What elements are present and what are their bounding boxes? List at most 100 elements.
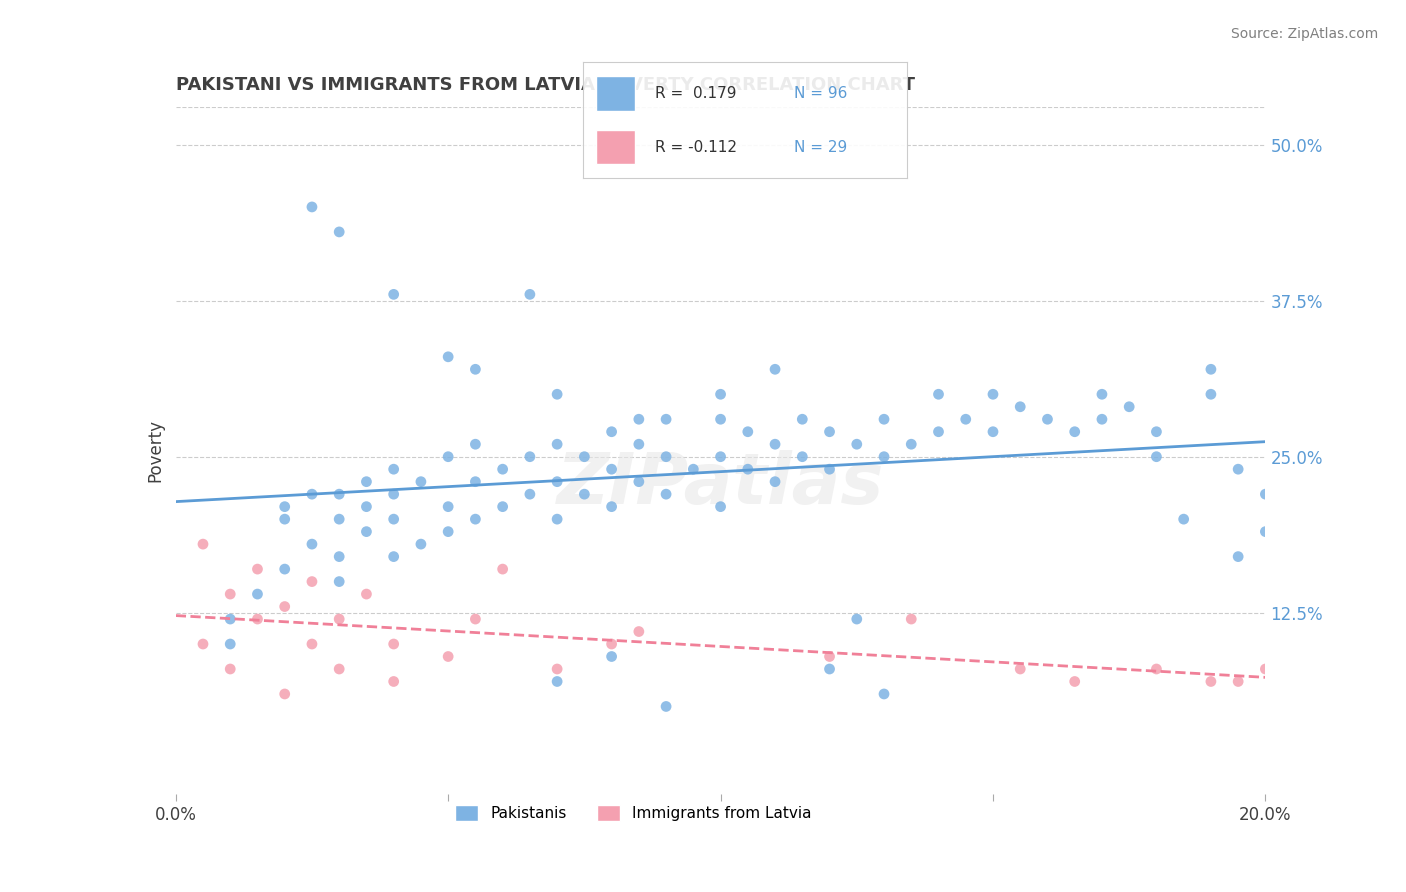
Point	[1118, 400, 1140, 414]
Point	[600, 462, 623, 476]
Point	[1254, 524, 1277, 539]
Point	[464, 475, 486, 489]
Point	[246, 562, 269, 576]
Point	[1063, 425, 1085, 439]
Point	[1199, 362, 1222, 376]
Text: Source: ZipAtlas.com: Source: ZipAtlas.com	[1230, 27, 1378, 41]
Point	[219, 637, 242, 651]
Point	[873, 687, 896, 701]
Point	[382, 512, 405, 526]
Point	[655, 487, 678, 501]
Point	[1091, 412, 1114, 426]
Point	[356, 587, 378, 601]
Point	[437, 649, 460, 664]
Point	[1227, 674, 1250, 689]
Point	[1199, 674, 1222, 689]
Point	[900, 612, 922, 626]
Point	[382, 287, 405, 301]
Point	[627, 437, 650, 451]
Point	[710, 387, 733, 401]
Point	[818, 662, 841, 676]
Point	[1173, 512, 1195, 526]
Point	[437, 524, 460, 539]
Point	[437, 500, 460, 514]
Point	[464, 512, 486, 526]
FancyBboxPatch shape	[596, 77, 636, 112]
Point	[955, 412, 977, 426]
Point	[274, 500, 297, 514]
Point	[981, 425, 1004, 439]
Point	[382, 462, 405, 476]
Point	[464, 437, 486, 451]
Point	[519, 450, 541, 464]
Point	[492, 562, 515, 576]
Point	[763, 437, 786, 451]
Point	[655, 450, 678, 464]
Point	[219, 662, 242, 676]
Point	[328, 612, 350, 626]
Point	[328, 549, 350, 564]
Point	[737, 462, 759, 476]
Point	[1144, 425, 1167, 439]
Point	[655, 699, 678, 714]
Point	[301, 537, 323, 551]
Point	[627, 624, 650, 639]
Point	[818, 425, 841, 439]
Point	[356, 500, 378, 514]
Text: N = 96: N = 96	[793, 87, 846, 102]
Point	[409, 537, 432, 551]
Point	[818, 462, 841, 476]
FancyBboxPatch shape	[596, 129, 636, 164]
Point	[682, 462, 704, 476]
Point	[873, 450, 896, 464]
Point	[274, 599, 297, 614]
Point	[900, 437, 922, 451]
Point	[437, 450, 460, 464]
Point	[246, 612, 269, 626]
Point	[792, 450, 814, 464]
Point	[492, 500, 515, 514]
Point	[1010, 662, 1032, 676]
Legend: Pakistanis, Immigrants from Latvia: Pakistanis, Immigrants from Latvia	[449, 799, 818, 828]
Point	[356, 524, 378, 539]
Point	[356, 475, 378, 489]
Point	[600, 649, 623, 664]
Point	[546, 512, 568, 526]
Point	[382, 637, 405, 651]
Point	[1063, 674, 1085, 689]
Point	[1036, 412, 1059, 426]
Point	[546, 475, 568, 489]
Point	[437, 350, 460, 364]
Point	[219, 612, 242, 626]
Point	[873, 412, 896, 426]
Point	[519, 487, 541, 501]
Point	[818, 649, 841, 664]
Point	[600, 425, 623, 439]
Point	[763, 475, 786, 489]
Point	[328, 574, 350, 589]
Point	[546, 387, 568, 401]
Point	[600, 500, 623, 514]
Point	[546, 437, 568, 451]
Point	[328, 487, 350, 501]
Point	[464, 362, 486, 376]
Point	[301, 574, 323, 589]
Point	[710, 450, 733, 464]
Point	[574, 487, 596, 501]
Point	[246, 587, 269, 601]
Point	[191, 637, 214, 651]
Text: PAKISTANI VS IMMIGRANTS FROM LATVIA POVERTY CORRELATION CHART: PAKISTANI VS IMMIGRANTS FROM LATVIA POVE…	[176, 77, 915, 95]
Text: R =  0.179: R = 0.179	[655, 87, 737, 102]
Point	[301, 487, 323, 501]
Point	[328, 512, 350, 526]
Point	[519, 287, 541, 301]
Point	[382, 674, 405, 689]
Point	[274, 512, 297, 526]
Point	[464, 612, 486, 626]
Point	[546, 674, 568, 689]
Point	[981, 387, 1004, 401]
Point	[627, 412, 650, 426]
Point	[382, 549, 405, 564]
Point	[655, 412, 678, 426]
Y-axis label: Poverty: Poverty	[146, 419, 165, 482]
